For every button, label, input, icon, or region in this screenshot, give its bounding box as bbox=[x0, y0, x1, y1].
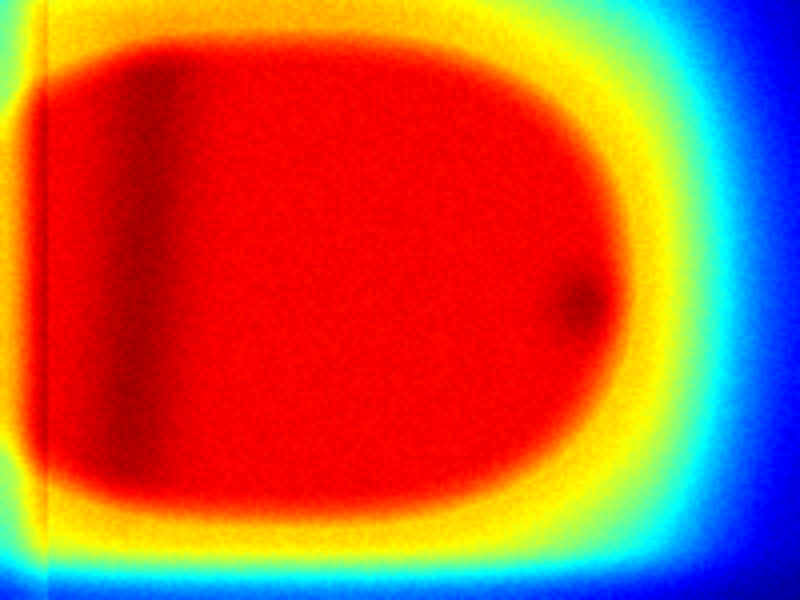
thermal-image bbox=[0, 0, 800, 600]
thermal-heatmap-canvas bbox=[0, 0, 800, 600]
